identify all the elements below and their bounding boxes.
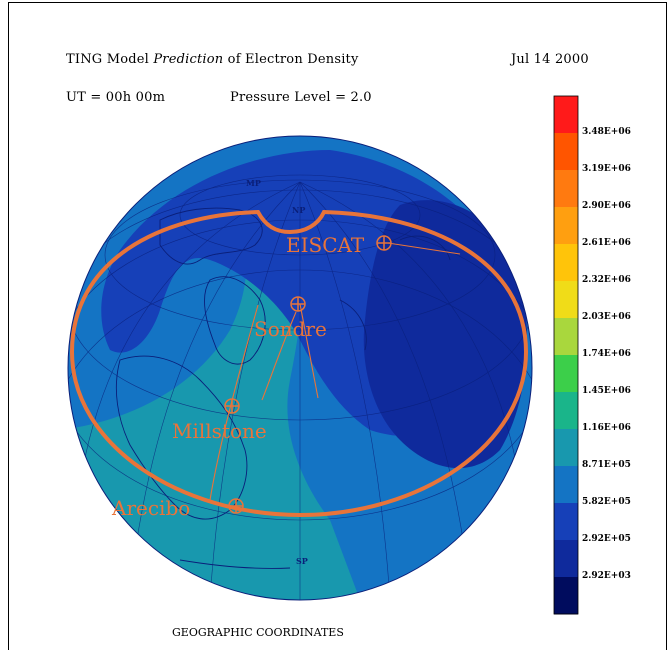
site-eiscat: EISCAT xyxy=(286,233,392,257)
density-field xyxy=(68,136,532,600)
site-millstone: Millstone xyxy=(172,398,267,443)
figure-frame xyxy=(8,2,667,650)
colorbar-outline xyxy=(553,95,579,615)
north-pole-label: NP xyxy=(292,205,305,215)
colorbar-tick-label: 3.48E+06 xyxy=(582,127,631,137)
colorbar-tick-label: 2.32E+06 xyxy=(582,275,631,285)
colorbar-swatch xyxy=(554,503,578,541)
colorbar-tick-label: 2.90E+06 xyxy=(582,201,631,211)
globe-rim xyxy=(67,135,533,601)
arecibo-label: Arecibo xyxy=(111,496,190,520)
colorbar-tick-label: 2.03E+06 xyxy=(582,312,631,322)
colorbar-swatch xyxy=(554,355,578,393)
colorbar-tick-label: 1.16E+06 xyxy=(582,423,631,433)
colorbar-tick-label: 5.82E+05 xyxy=(582,497,631,507)
colorbar-swatch xyxy=(554,133,578,171)
colorbar-swatch xyxy=(554,244,578,282)
south-pole-label: SP xyxy=(296,556,308,566)
colorbar-tick-label: 1.74E+06 xyxy=(582,349,631,359)
colorbar-tick-label: 2.92E+03 xyxy=(582,571,631,581)
density-region-203e06 xyxy=(68,545,140,600)
colorbar-tick-label: 8.71E+05 xyxy=(582,460,631,470)
universal-time: UT = 00h 00m xyxy=(66,90,166,105)
colorbar-swatch xyxy=(554,429,578,467)
figure-date: Jul 14 2000 xyxy=(511,52,589,67)
colorbar-swatch xyxy=(554,96,578,134)
colorbar-tick-label: 1.45E+06 xyxy=(582,386,631,396)
colorbar xyxy=(553,95,579,615)
colorbar-swatch xyxy=(554,207,578,245)
site-sondre: Sondre xyxy=(254,296,327,341)
figure-title: TING Model Prediction of Electron Densit… xyxy=(66,52,359,67)
eiscat-label: EISCAT xyxy=(286,233,365,257)
sondre-label: Sondre xyxy=(254,317,327,341)
magnetic-pole-label: MP xyxy=(246,178,261,188)
millstone-label: Millstone xyxy=(172,419,267,443)
colorbar-swatch xyxy=(554,318,578,356)
coverage-outline xyxy=(69,209,529,518)
colorbar-swatch xyxy=(554,466,578,504)
site-arecibo: Arecibo xyxy=(111,496,244,520)
colorbar-tick-label: 2.92E+05 xyxy=(582,534,631,544)
colorbar-swatch xyxy=(554,170,578,208)
density-region-292e03 xyxy=(363,200,527,469)
colorbar-tick-label: 2.61E+06 xyxy=(582,238,631,248)
coordinates-label: GEOGRAPHIC COORDINATES xyxy=(172,626,344,639)
colorbar-swatch xyxy=(554,392,578,430)
colorbar-swatch xyxy=(554,281,578,319)
site-beam-paths xyxy=(209,242,461,501)
colorbar-tick-label: 3.19E+06 xyxy=(582,164,631,174)
colorbar-swatch xyxy=(554,577,578,615)
colorbar-swatch xyxy=(554,540,578,578)
pressure-level: Pressure Level = 2.0 xyxy=(230,90,372,105)
